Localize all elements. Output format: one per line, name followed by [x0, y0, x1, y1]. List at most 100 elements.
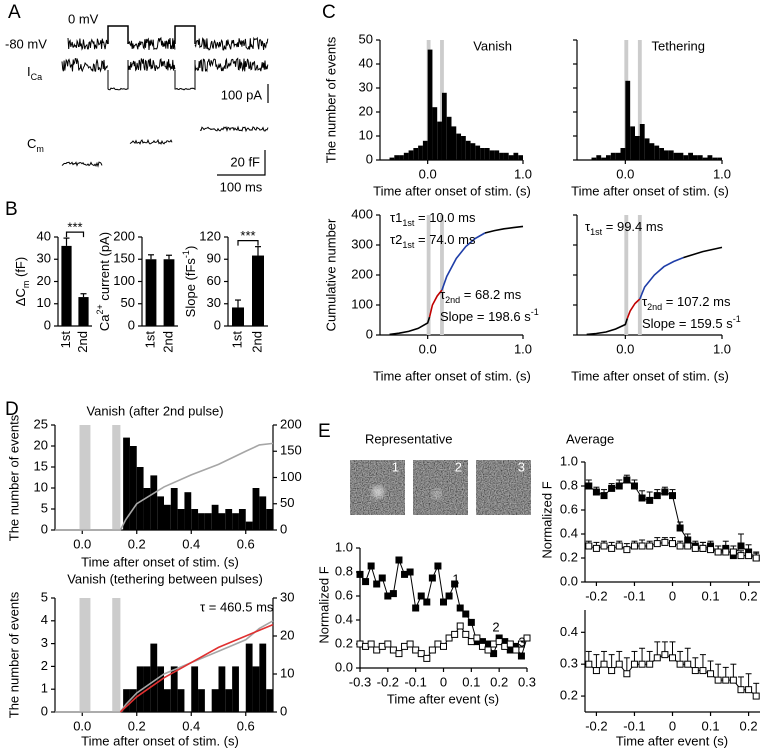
x-tick-label: 1st	[229, 331, 244, 349]
significance-label: ***	[67, 220, 82, 235]
stimulus-band	[112, 598, 121, 712]
histogram-bar	[245, 643, 253, 712]
marker	[484, 646, 492, 654]
histogram-bar	[654, 145, 660, 160]
text-part: 2+	[95, 304, 105, 314]
marker	[752, 554, 760, 562]
marker	[684, 660, 692, 668]
y-tick-label: 300	[351, 236, 373, 251]
text-part: Slope = 159.5 s	[642, 316, 733, 331]
y-tick-label: 40	[37, 228, 51, 243]
y-tick-label: 0	[128, 317, 135, 332]
y-axis-label: Normalized F	[316, 566, 331, 643]
x-tick-label: 0.6	[237, 536, 255, 551]
marker	[638, 542, 646, 550]
marker	[417, 650, 425, 658]
text-part: ΔC	[13, 288, 28, 306]
x-axis-label: Time after onset of stim. (s)	[373, 368, 531, 383]
histogram-bar	[518, 155, 523, 160]
text-part: τ	[642, 294, 648, 309]
histogram-bar	[211, 689, 219, 712]
histogram-bar	[508, 155, 514, 160]
y2-tick-label: 0	[280, 521, 287, 536]
scale-bar	[217, 84, 269, 176]
x-tick-label: 1.0	[713, 341, 731, 356]
text-part: (fF)	[13, 257, 28, 281]
marker	[661, 538, 669, 546]
text-part: 2nd	[445, 295, 460, 305]
histogram-bar	[470, 143, 476, 160]
marker	[462, 630, 470, 638]
step-label: 0 mV	[68, 11, 99, 26]
histogram-bar	[170, 488, 178, 530]
marker	[451, 630, 459, 638]
histogram-bar	[437, 121, 442, 160]
histogram-bar	[157, 666, 164, 712]
y-tick-label: 5	[41, 500, 48, 515]
text-part: = 68.2 ms	[460, 287, 522, 302]
annotation: Slope = 159.5 s-1	[642, 314, 741, 331]
x-axis-label: Time after onset of stim. (s)	[81, 733, 239, 748]
histogram-bar	[465, 140, 471, 160]
marker	[356, 570, 364, 578]
stimulus-band	[624, 215, 629, 335]
histogram-bar	[446, 116, 452, 160]
y-tick-label: 400	[351, 206, 373, 221]
x-tick-label: 0.2	[128, 718, 146, 733]
marker	[395, 650, 403, 658]
image-strip	[350, 460, 531, 515]
marker	[646, 542, 654, 550]
x-tick-label: 1.0	[514, 341, 532, 356]
trace	[67, 37, 109, 51]
histogram-bar	[143, 488, 151, 530]
y-tick-label: 90	[207, 251, 221, 266]
data-line	[55, 620, 274, 713]
histogram-bar	[664, 150, 669, 160]
data-line	[484, 225, 524, 234]
image-label: 1	[392, 459, 399, 474]
capacitance-label: Cm	[27, 136, 44, 154]
panel-label: B	[5, 199, 18, 220]
marker	[490, 650, 498, 658]
marker	[362, 578, 370, 586]
x-tick-label: 0.2	[740, 588, 758, 603]
marker	[661, 651, 669, 659]
y-tick-label: 0.2	[560, 688, 578, 703]
marker	[646, 660, 654, 668]
data-line	[55, 442, 274, 531]
histogram-bar	[204, 513, 212, 530]
x-tick-label: 0.0	[419, 166, 437, 181]
marker	[745, 686, 753, 694]
marker	[585, 660, 593, 668]
x-tick-label: 0	[669, 588, 676, 603]
x-tick-label: -0.1	[623, 718, 645, 733]
marker	[395, 556, 403, 564]
marker	[495, 638, 503, 646]
data-line	[428, 289, 443, 318]
chart-title: Average	[566, 431, 614, 446]
histogram-bar	[432, 107, 438, 160]
marker	[367, 562, 375, 570]
stimulus-band	[637, 40, 642, 160]
y-tick-label: 50	[359, 31, 373, 46]
histogram-bar	[461, 136, 466, 160]
marker	[638, 660, 646, 668]
y-tick-label: 10	[34, 479, 48, 494]
y-tick-label: 0	[214, 317, 221, 332]
marker	[707, 670, 715, 678]
y-tick-label: 50	[121, 295, 135, 310]
text-part: I	[27, 64, 31, 79]
histogram-bar	[693, 155, 698, 160]
histogram-bar	[678, 152, 684, 160]
y-axis-label: The number of events	[323, 36, 338, 163]
scale-bar-label: 100 ms	[220, 179, 263, 194]
stimulus-band	[79, 425, 91, 530]
x-axis-label: Time after event (s)	[616, 733, 728, 748]
bar	[78, 297, 89, 326]
x-axis-label: Time after event (s)	[387, 691, 499, 706]
y-tick-label: 40	[359, 55, 373, 70]
marker	[440, 598, 447, 606]
bar	[232, 307, 244, 326]
marker	[389, 646, 397, 654]
y2-tick-label: 0	[280, 703, 287, 718]
